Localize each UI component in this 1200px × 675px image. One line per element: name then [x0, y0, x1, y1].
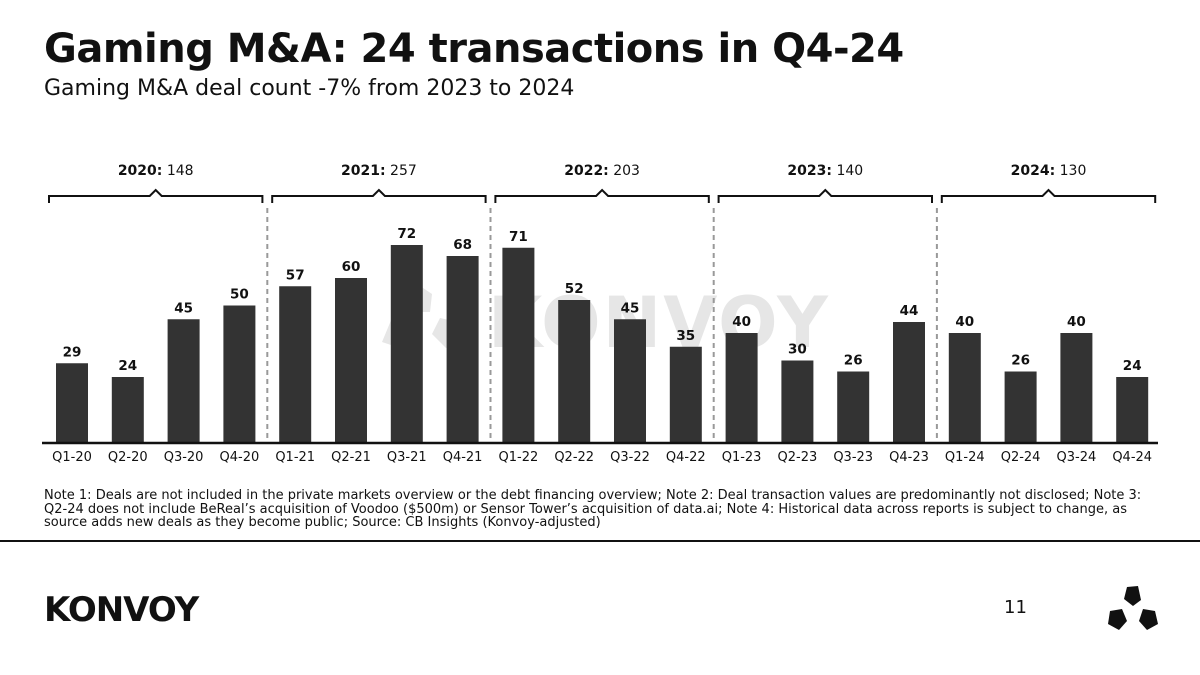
year-label-total: 257 — [386, 163, 417, 179]
tick-label-Q3-22: Q3-22 — [610, 450, 650, 465]
tick-label-Q4-23: Q4-23 — [889, 450, 929, 465]
tick-label-Q2-23: Q2-23 — [778, 450, 818, 465]
bar-Q3-22 — [614, 319, 646, 443]
value-label-Q4-24: 24 — [1123, 358, 1142, 374]
year-label-year: 2022: — [564, 163, 609, 179]
tick-label-Q4-21: Q4-21 — [443, 450, 483, 465]
tick-label-Q4-20: Q4-20 — [220, 450, 260, 465]
tick-label-Q1-22: Q1-22 — [499, 450, 539, 465]
year-label-total: 148 — [162, 163, 193, 179]
tick-label-Q2-22: Q2-22 — [554, 450, 594, 465]
year-label-total: 203 — [609, 163, 640, 179]
bar-Q4-20 — [223, 305, 256, 443]
year-label-4: 2024: 130 — [1011, 163, 1087, 179]
tick-label-Q1-23: Q1-23 — [722, 450, 762, 465]
tick-label-Q4-24: Q4-24 — [1112, 450, 1152, 465]
bar-Q1-20 — [56, 363, 88, 443]
value-label-Q4-22: 35 — [676, 328, 695, 344]
year-brace-3 — [717, 188, 933, 203]
value-label-Q2-22: 52 — [565, 281, 584, 297]
page-title: Gaming M&A: 24 transactions in Q4-24 — [44, 26, 904, 72]
year-label-year: 2020: — [118, 163, 163, 179]
year-label-year: 2021: — [341, 163, 386, 179]
tick-label-Q2-21: Q2-21 — [331, 450, 371, 465]
year-label-year: 2023: — [787, 163, 832, 179]
value-label-Q3-23: 26 — [844, 353, 863, 369]
tick-label-Q1-20: Q1-20 — [52, 450, 92, 465]
bar-Q2-22 — [558, 300, 591, 443]
year-label-2: 2022: 203 — [564, 163, 640, 179]
watermark-text: KONVOY — [488, 282, 830, 364]
value-label-Q1-22: 71 — [509, 229, 528, 245]
value-label-Q2-24: 26 — [1011, 353, 1030, 369]
tick-label-Q1-24: Q1-24 — [945, 450, 985, 465]
konvoy-watermark: KONVOY — [382, 282, 830, 364]
bar-Q1-23 — [725, 333, 758, 443]
bar-Q4-22 — [669, 346, 702, 443]
value-label-Q2-23: 30 — [788, 342, 807, 358]
year-label-total: 140 — [832, 163, 863, 179]
bar-Q4-23 — [893, 322, 925, 443]
bar-Q4-21 — [446, 256, 479, 443]
value-label-Q3-20: 45 — [174, 300, 193, 316]
value-label-Q1-21: 57 — [286, 267, 305, 283]
year-label-year: 2024: — [1011, 163, 1056, 179]
bar-Q2-24 — [1004, 371, 1037, 443]
year-label-total: 130 — [1055, 163, 1086, 179]
value-label-Q3-22: 45 — [621, 300, 640, 316]
tick-label-Q1-21: Q1-21 — [275, 450, 315, 465]
footer-divider — [0, 540, 1200, 542]
value-label-Q2-20: 24 — [118, 358, 137, 374]
tick-label-Q3-21: Q3-21 — [387, 450, 427, 465]
value-label-Q4-21: 68 — [453, 237, 472, 253]
bar-Q2-23 — [781, 360, 814, 443]
konvoy-logo-mark-icon — [1108, 586, 1158, 630]
bar-Q4-24 — [1116, 377, 1149, 443]
tick-label-Q2-20: Q2-20 — [108, 450, 148, 465]
year-brace-0 — [48, 188, 264, 203]
tick-label-Q3-24: Q3-24 — [1057, 450, 1097, 465]
footnotes: Note 1: Deals are not included in the pr… — [44, 488, 1142, 530]
year-brace-1 — [271, 188, 487, 203]
value-label-Q3-21: 72 — [397, 226, 416, 242]
value-label-Q1-24: 40 — [955, 314, 974, 330]
year-label-3: 2023: 140 — [787, 163, 863, 179]
year-label-0: 2020: 148 — [118, 163, 194, 179]
bar-Q1-21 — [279, 286, 312, 443]
bar-Q3-21 — [390, 245, 423, 443]
year-brace-2 — [494, 188, 710, 203]
tick-label-Q2-24: Q2-24 — [1001, 450, 1041, 465]
value-label-Q3-24: 40 — [1067, 314, 1086, 330]
konvoy-logo: KONVOY — [44, 590, 199, 630]
year-label-1: 2021: 257 — [341, 163, 417, 179]
page-subtitle: Gaming M&A deal count -7% from 2023 to 2… — [44, 76, 575, 101]
tick-label-Q4-22: Q4-22 — [666, 450, 706, 465]
value-label-Q1-20: 29 — [63, 344, 82, 360]
value-label-Q4-23: 44 — [900, 303, 919, 319]
page-number: 11 — [1004, 597, 1027, 618]
bar-Q3-24 — [1060, 333, 1093, 443]
tick-label-Q3-23: Q3-23 — [833, 450, 873, 465]
bar-Q2-21 — [335, 278, 367, 443]
bar-Q3-20 — [167, 319, 200, 443]
value-label-Q2-21: 60 — [342, 259, 361, 275]
tick-label-Q3-20: Q3-20 — [164, 450, 204, 465]
bar-Q3-23 — [837, 371, 870, 443]
value-label-Q1-23: 40 — [732, 314, 751, 330]
bar-Q1-22 — [502, 247, 535, 443]
bar-Q1-24 — [948, 333, 981, 443]
year-brace-4 — [940, 188, 1157, 203]
value-label-Q4-20: 50 — [230, 287, 249, 303]
bar-Q2-20 — [111, 377, 144, 443]
bar-chart: KONVOY 2020: 148 2021: 257 2022: 203 2023: … — [42, 163, 1158, 465]
